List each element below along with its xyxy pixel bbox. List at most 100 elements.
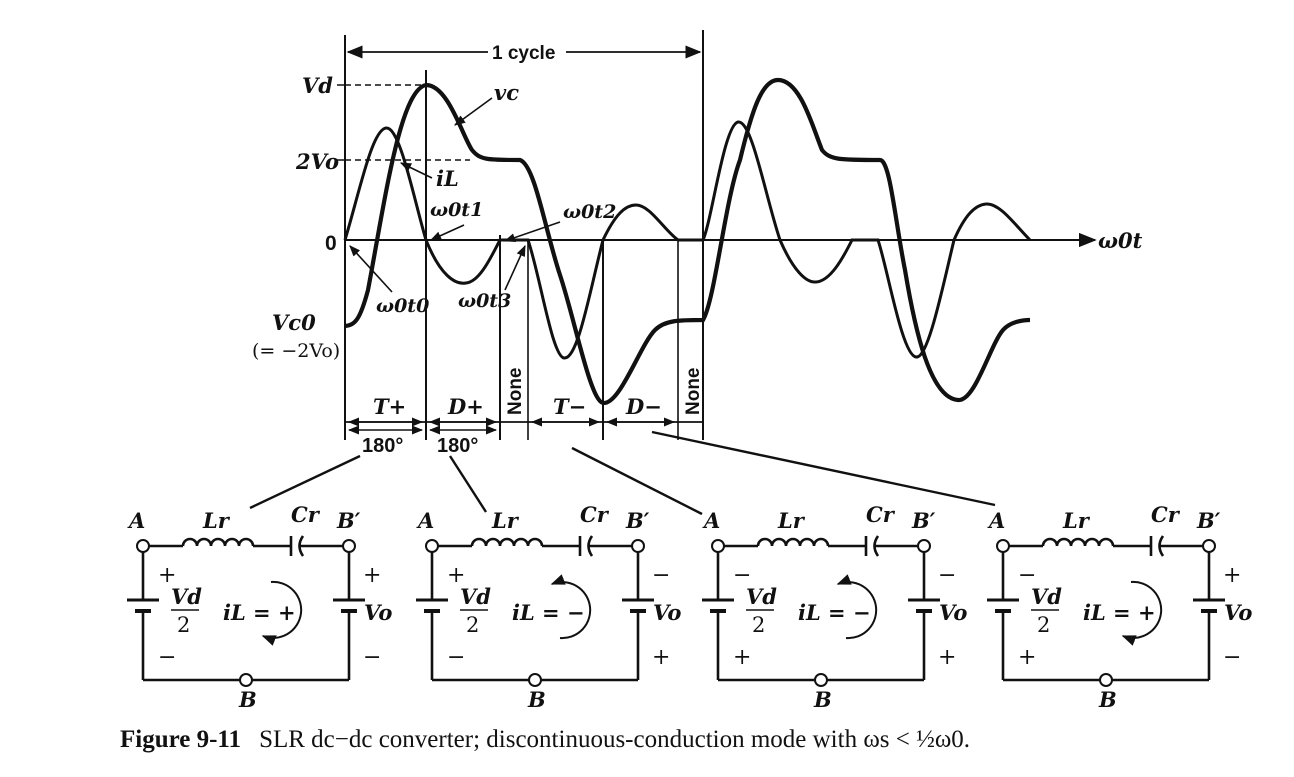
vc0-label: Vc0 <box>272 310 316 335</box>
inductor-label: Lr <box>491 508 520 533</box>
t1-label: ω0t1 <box>430 199 483 221</box>
node-b-prime-label: B′ <box>911 508 936 533</box>
terminal-a <box>711 539 725 553</box>
t1-pointer <box>429 224 465 241</box>
inductor-label: Lr <box>1062 508 1091 533</box>
circuit-labels: A B′ B Lr Cr Vd 2 Vo − + + − iL = + <box>987 502 1252 712</box>
terminal-b-prime <box>1202 539 1216 553</box>
caption-number: Figure 9-11 <box>120 726 242 753</box>
terminal-b <box>239 673 253 687</box>
left-bottom-polarity: + <box>1018 645 1036 670</box>
right-top-polarity: + <box>1223 563 1241 588</box>
left-top-polarity: + <box>447 563 465 588</box>
figure-caption: Figure 9-11 SLR dc−dc converter; disconti… <box>120 726 1220 754</box>
capacitor-label: Cr <box>1151 502 1181 527</box>
current-arrow <box>836 574 878 640</box>
il-curve-label: iL <box>436 166 459 191</box>
current-arrow <box>1121 580 1163 646</box>
circuit-1: A B′ B Lr Cr Vd 2 Vo + − + − iL = + <box>127 502 392 712</box>
waveform-graph <box>249 30 1097 516</box>
t0-label: ω0t0 <box>376 295 429 317</box>
inductor-lr <box>470 537 544 547</box>
terminal-a <box>996 539 1010 553</box>
node-b-label: B <box>1098 687 1117 712</box>
left-source-value: Vd <box>171 584 202 609</box>
terminal-a <box>136 539 150 553</box>
interval-d-plus: D+ <box>447 394 484 419</box>
interval-none-1: None <box>505 368 526 416</box>
vc-pointer <box>454 97 493 126</box>
loop-current-label: iL = − <box>798 600 871 625</box>
inductor-label: Lr <box>202 508 231 533</box>
node-b-label: B <box>527 687 546 712</box>
leader-1 <box>249 454 361 510</box>
node-a-label: A <box>987 508 1005 533</box>
node-b-label: B <box>238 687 257 712</box>
node-b-prime-label: B′ <box>336 508 361 533</box>
right-top-polarity: − <box>938 563 956 588</box>
circuit-labels: A B′ B Lr Cr Vd 2 Vo + − − + iL = − <box>416 502 681 712</box>
t3-label: ω0t3 <box>458 290 511 312</box>
terminal-b-prime <box>631 539 645 553</box>
right-top-polarity: + <box>363 563 381 588</box>
il-waveform <box>343 120 1032 360</box>
t0-pointer <box>349 245 393 293</box>
left-bottom-polarity: − <box>447 645 465 670</box>
node-b-prime-label: B′ <box>625 508 650 533</box>
right-bottom-polarity: − <box>363 645 381 670</box>
t2-label: ω0t2 <box>563 201 616 223</box>
axis-label: ω0t <box>1098 228 1143 253</box>
leader-2 <box>448 455 488 513</box>
level-vd-label: Vd <box>302 73 333 98</box>
graph-labels: 1 cycle Vd 2Vo 0 Vc0 (= −2Vo) vc iL ω0t0… <box>252 40 1143 457</box>
left-source-divisor: 2 <box>752 613 765 637</box>
right-bottom-polarity: + <box>652 645 670 670</box>
circuit-row: A B′ B Lr Cr Vd 2 Vo + − + − iL = + A B′ B Lr Cr Vd 2 Vo + − − +… <box>127 502 1252 712</box>
circuit-3: A B′ B Lr Cr Vd 2 Vo − + − + iL = − <box>702 502 967 712</box>
inductor-lr <box>756 537 830 547</box>
left-source-value: Vd <box>1031 584 1062 609</box>
circuit-labels: A B′ B Lr Cr Vd 2 Vo − + − + iL = − <box>702 502 967 712</box>
right-bottom-polarity: + <box>938 645 956 670</box>
leader-3 <box>571 446 703 516</box>
right-source-label: Vo <box>939 600 967 625</box>
leader-4 <box>651 430 996 507</box>
node-a-label: A <box>127 508 145 533</box>
node-a-label: A <box>416 508 434 533</box>
level-2vo-label: 2Vo <box>295 149 339 174</box>
node-b-label: B <box>813 687 832 712</box>
capacitor-label: Cr <box>291 502 321 527</box>
inductor-lr <box>181 537 255 547</box>
right-source-label: Vo <box>653 600 681 625</box>
loop-current-label: iL = + <box>1083 600 1156 625</box>
node-a-label: A <box>702 508 720 533</box>
circuit-4: A B′ B Lr Cr Vd 2 Vo − + + − iL = + <box>987 502 1252 712</box>
terminal-a <box>425 539 439 553</box>
inductor-label: Lr <box>777 508 806 533</box>
terminal-b <box>528 673 542 687</box>
circuit-2: A B′ B Lr Cr Vd 2 Vo + − − + iL = − <box>416 502 681 712</box>
left-source-value: Vd <box>746 584 777 609</box>
vc-waveform <box>344 77 1031 406</box>
interval-t-plus: T+ <box>373 394 406 419</box>
angle-t-plus: 180° <box>362 435 403 457</box>
terminal-b <box>1099 673 1113 687</box>
t2-pointer <box>503 221 561 242</box>
il-pointer <box>399 162 433 179</box>
vc-curve-label: vc <box>494 80 519 105</box>
left-source-divisor: 2 <box>177 613 190 637</box>
right-bottom-polarity: − <box>1223 645 1241 670</box>
inductor-lr <box>1041 537 1115 547</box>
right-source-label: Vo <box>364 600 392 625</box>
angle-d-plus: 180° <box>437 435 478 457</box>
interval-none-2: None <box>683 368 704 416</box>
capacitor-label: Cr <box>580 502 610 527</box>
right-top-polarity: − <box>652 563 670 588</box>
level-zero-label: 0 <box>325 232 337 255</box>
right-source-label: Vo <box>1224 600 1252 625</box>
loop-current-label: iL = + <box>223 600 296 625</box>
left-bottom-polarity: − <box>158 645 176 670</box>
left-bottom-polarity: + <box>733 645 751 670</box>
loop-current-label: iL = − <box>512 600 585 625</box>
